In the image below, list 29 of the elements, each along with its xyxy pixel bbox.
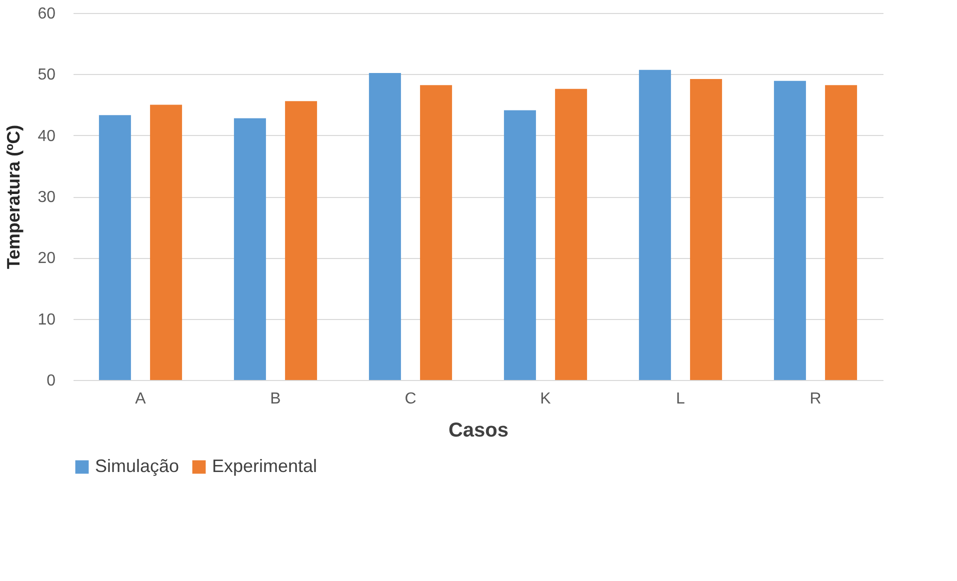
bar [774, 80, 806, 380]
x-tick-label: R [810, 390, 822, 408]
bar [638, 70, 671, 380]
bar [690, 79, 722, 380]
y-tick-label: 60 [38, 6, 56, 22]
y-tick-label: 20 [38, 250, 56, 268]
x-tick-label: B [270, 390, 281, 408]
y-tick-label: 30 [38, 189, 56, 206]
y-tick-label: 40 [38, 128, 56, 145]
bar [504, 110, 536, 380]
legend-label: Simulação [95, 456, 180, 476]
bar [368, 72, 401, 380]
x-tick-label: L [676, 390, 686, 408]
bar [98, 115, 131, 380]
y-tick-label: 0 [46, 372, 56, 390]
x-axis-title: Casos [448, 420, 509, 442]
bar [234, 118, 266, 380]
bar [555, 88, 588, 380]
x-tick-label: C [404, 390, 416, 408]
legend-label: Experimental [212, 456, 318, 476]
bar [285, 101, 318, 380]
y-tick-label: 10 [38, 311, 56, 328]
bar [420, 85, 452, 380]
bar [150, 104, 182, 380]
x-tick-label: A [135, 390, 146, 408]
bar [825, 85, 858, 380]
y-tick-label: 50 [38, 66, 56, 84]
x-tick-label: K [540, 390, 552, 408]
y-axis-title: Temperatura (ºC) [4, 124, 24, 270]
